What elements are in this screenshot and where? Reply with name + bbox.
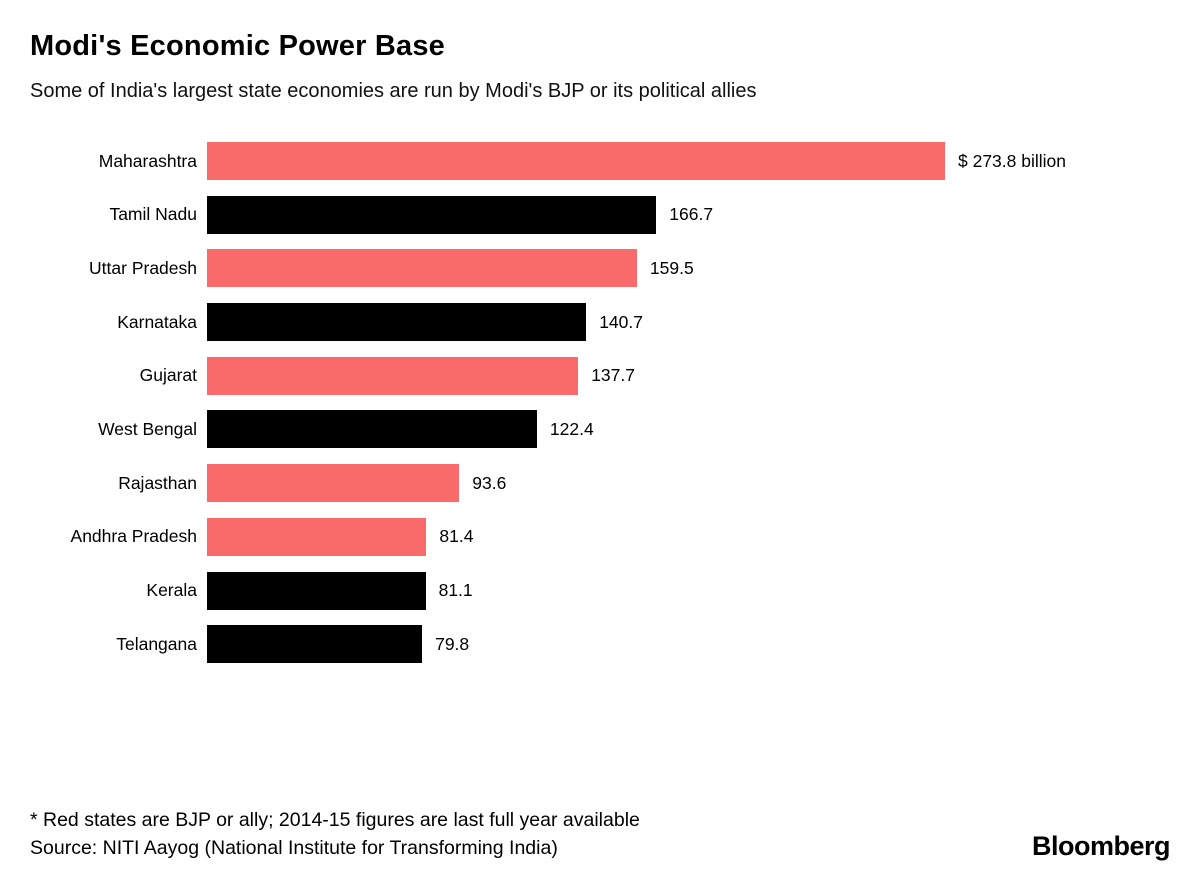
bar-value: 140.7 <box>599 311 643 332</box>
bar-row: Maharashtra $ 273.8 billion <box>30 142 1066 180</box>
bar-value: 81.4 <box>439 526 474 547</box>
bar <box>207 517 427 556</box>
bar <box>207 303 587 342</box>
bar <box>207 571 426 610</box>
bar-row: Andhra Pradesh 81.4 <box>30 517 1066 556</box>
bar-row: Gujarat 137.7 <box>30 356 1066 395</box>
chart-subtitle: Some of India's largest state economies … <box>30 80 757 102</box>
footnote: * Red states are BJP or ally; 2014-15 fi… <box>30 809 640 831</box>
bar <box>207 410 537 449</box>
bar-label: West Bengal <box>98 418 197 439</box>
bar-value: 81.1 <box>438 580 473 600</box>
bar-label: Gujarat <box>139 365 197 386</box>
bar-label: Rajasthan <box>118 472 197 493</box>
bar-row: Karnataka 140.7 <box>30 303 1066 342</box>
bar-row: Tamil Nadu 166.7 <box>30 195 1066 234</box>
bar-value: 122.4 <box>549 418 594 439</box>
bar-label: Kerala <box>146 580 197 600</box>
bar <box>207 356 579 395</box>
source-line: Source: NITI Aayog (National Institute f… <box>30 837 558 859</box>
bar-label: Karnataka <box>117 311 197 332</box>
bar <box>207 142 945 180</box>
bar-row: Kerala 81.1 <box>30 571 1066 610</box>
bloomberg-logo: Bloomberg <box>1031 831 1171 861</box>
bar <box>207 249 637 288</box>
chart-title: Modi's Economic Power Base <box>30 30 445 62</box>
bar-label: Maharashtra <box>98 150 197 171</box>
bar-row: West Bengal 122.4 <box>30 410 1066 449</box>
bar-row: Rajasthan 93.6 <box>30 464 1066 503</box>
bar-value: $ 273.8 billion <box>958 150 1066 171</box>
bar-chart: Maharashtra $ 273.8 billion Tamil Nadu 166.… <box>30 142 1066 664</box>
chart-footnotes: * Red states are BJP or ally; 2014-15 fi… <box>30 806 640 862</box>
bar <box>207 464 460 503</box>
bar <box>207 625 423 664</box>
bar-value: 93.6 <box>472 472 507 493</box>
bar-row: Telangana 79.8 <box>30 625 1066 664</box>
bar-label: Andhra Pradesh <box>70 526 197 547</box>
bar <box>207 195 657 234</box>
bar-label: Uttar Pradesh <box>89 257 197 278</box>
bar-value: 137.7 <box>591 365 635 386</box>
bar-value: 166.7 <box>669 204 714 225</box>
bar-label: Tamil Nadu <box>109 204 197 225</box>
bar-label: Telangana <box>116 633 197 654</box>
bar-row: Uttar Pradesh 159.5 <box>30 249 1066 288</box>
bar-value: 159.5 <box>649 257 694 278</box>
bar-value: 79.8 <box>435 633 470 654</box>
